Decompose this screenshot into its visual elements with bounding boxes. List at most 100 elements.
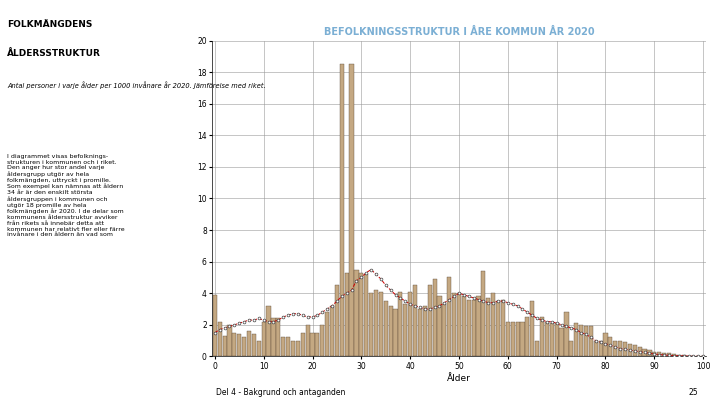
Bar — [672, 354, 676, 356]
Bar — [364, 274, 369, 356]
Bar — [330, 306, 334, 356]
Bar — [379, 292, 383, 356]
Bar — [247, 331, 251, 356]
Bar — [491, 293, 495, 356]
Text: I diagrammet visas befolknings-
strukturen i kommunen och i riket.
Den anger hur: I diagrammet visas befolknings- struktur… — [7, 154, 125, 237]
Text: 25: 25 — [689, 388, 698, 397]
Bar — [242, 337, 246, 356]
Bar — [257, 341, 261, 356]
Bar — [472, 300, 476, 356]
Bar — [647, 350, 652, 356]
Text: FOLKMÄNGDENS: FOLKMÄNGDENS — [7, 20, 93, 29]
Bar — [579, 325, 583, 356]
Bar — [310, 333, 315, 356]
Bar — [652, 352, 657, 356]
Bar — [437, 296, 441, 356]
Bar — [393, 309, 397, 356]
Bar — [462, 296, 466, 356]
Text: Antal personer i varje ålder per 1000 invånare år 2020. Jämförelse med riket.: Antal personer i varje ålder per 1000 in… — [7, 81, 266, 89]
X-axis label: Ålder: Ålder — [447, 374, 471, 383]
Bar — [549, 323, 554, 356]
Bar — [261, 322, 266, 356]
Bar — [510, 322, 515, 356]
Bar — [657, 352, 661, 356]
Bar — [570, 341, 573, 356]
Bar — [682, 355, 685, 356]
Bar — [618, 341, 622, 356]
Bar — [320, 325, 324, 356]
Bar — [477, 296, 481, 356]
Bar — [467, 300, 471, 356]
Bar — [662, 353, 666, 356]
Bar — [486, 298, 490, 356]
Bar — [554, 323, 559, 356]
Bar — [374, 290, 378, 356]
Bar — [496, 301, 500, 356]
Bar — [296, 341, 300, 356]
Bar — [281, 337, 285, 356]
Bar — [217, 322, 222, 356]
Bar — [628, 344, 632, 356]
Bar — [349, 64, 354, 356]
Bar — [584, 326, 588, 356]
Bar — [433, 279, 436, 356]
Bar — [252, 334, 256, 356]
Bar — [428, 285, 432, 356]
Bar — [276, 318, 280, 356]
Bar — [447, 277, 451, 356]
Bar — [398, 292, 402, 356]
Bar — [574, 323, 578, 356]
Bar — [608, 337, 613, 356]
Bar — [359, 273, 364, 356]
Bar — [638, 347, 642, 356]
Bar — [540, 317, 544, 356]
Bar — [301, 333, 305, 356]
Bar — [526, 317, 529, 356]
Bar — [613, 341, 617, 356]
Bar — [237, 334, 241, 356]
Text: Del 4 - Bakgrund och antaganden: Del 4 - Bakgrund och antaganden — [216, 388, 346, 397]
Bar — [305, 325, 310, 356]
Bar — [598, 341, 603, 356]
Bar — [271, 318, 276, 356]
Bar — [633, 345, 637, 356]
Bar — [594, 341, 598, 356]
Bar — [413, 285, 417, 356]
Bar — [623, 342, 627, 356]
Bar — [452, 293, 456, 356]
Bar — [521, 322, 525, 356]
Bar — [677, 355, 681, 356]
Bar — [340, 64, 344, 356]
Bar — [564, 312, 569, 356]
Bar — [530, 301, 534, 356]
Bar — [369, 293, 373, 356]
Bar — [667, 353, 671, 356]
Bar — [345, 273, 348, 356]
Bar — [384, 301, 388, 356]
Bar — [442, 304, 446, 356]
Bar — [545, 322, 549, 356]
Bar — [213, 295, 217, 356]
Bar — [325, 312, 329, 356]
Bar — [403, 304, 408, 356]
Bar — [501, 300, 505, 356]
Bar — [354, 270, 359, 356]
Bar — [535, 341, 539, 356]
Bar — [505, 322, 510, 356]
Bar — [457, 293, 461, 356]
Bar — [315, 333, 320, 356]
Bar — [228, 325, 232, 356]
Bar — [642, 348, 647, 356]
Bar — [335, 285, 339, 356]
Bar — [559, 328, 564, 356]
Bar — [222, 336, 227, 356]
Bar — [423, 306, 427, 356]
Bar — [389, 306, 392, 356]
Bar — [589, 326, 593, 356]
Bar — [408, 292, 413, 356]
Bar — [418, 309, 422, 356]
Title: BEFOLKNINGSSTRUKTUR I ÅRE KOMMUN ÅR 2020: BEFOLKNINGSSTRUKTUR I ÅRE KOMMUN ÅR 2020 — [324, 27, 594, 37]
Bar — [516, 322, 520, 356]
Bar — [286, 337, 290, 356]
Bar — [603, 333, 608, 356]
